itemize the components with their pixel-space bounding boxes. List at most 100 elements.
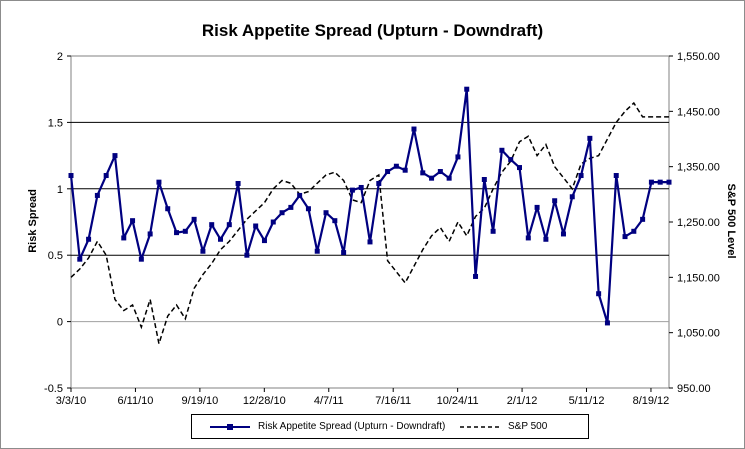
spread-point bbox=[323, 210, 329, 216]
spread-point bbox=[393, 163, 399, 169]
legend: Risk Appetite Spread (Upturn - Downdraft… bbox=[191, 414, 589, 439]
spread-point bbox=[613, 173, 619, 179]
spread-point bbox=[218, 236, 223, 242]
spread-point bbox=[429, 175, 435, 181]
y-tick-label: 0.5 bbox=[48, 250, 63, 262]
spread-point bbox=[305, 206, 311, 212]
spread-point bbox=[270, 219, 276, 225]
spread-point bbox=[279, 210, 285, 216]
x-tick-label: 7/16/11 bbox=[375, 395, 411, 407]
spread-point bbox=[631, 228, 637, 234]
spread-point bbox=[235, 180, 241, 186]
spread-point bbox=[640, 216, 646, 222]
spread-point bbox=[174, 230, 180, 236]
spread-point bbox=[455, 154, 461, 160]
legend-label-sp500: S&P 500 bbox=[508, 421, 548, 432]
spread-point bbox=[525, 235, 531, 241]
spread-point bbox=[385, 169, 391, 175]
spread-point bbox=[130, 218, 136, 224]
spread-point bbox=[297, 192, 303, 198]
spread-point bbox=[165, 206, 171, 212]
spread-point bbox=[437, 169, 443, 175]
series-sp500-line bbox=[70, 101, 669, 344]
spread-point bbox=[367, 239, 373, 245]
y-tick-label: 0 bbox=[57, 317, 63, 329]
spread-point bbox=[200, 248, 206, 254]
spread-point bbox=[552, 198, 558, 204]
spread-point bbox=[376, 180, 382, 186]
legend-item-spread: Risk Appetite Spread (Upturn - Downdraft… bbox=[210, 421, 445, 432]
x-tick-label: 2/1/12 bbox=[507, 395, 538, 407]
spread-point bbox=[77, 256, 83, 262]
spread-point bbox=[226, 222, 232, 228]
spread-point bbox=[578, 173, 584, 179]
x-tick-label: 5/11/12 bbox=[569, 395, 605, 407]
spread-point bbox=[473, 273, 479, 279]
legend-swatch-spread bbox=[210, 422, 250, 432]
spread-point bbox=[569, 194, 575, 200]
x-tick-label: 3/3/10 bbox=[56, 395, 87, 407]
legend-item-sp500: S&P 500 bbox=[460, 421, 547, 432]
y2-tick-label: 950.00 bbox=[677, 383, 711, 395]
spread-point bbox=[464, 86, 470, 92]
spread-point bbox=[517, 165, 522, 171]
y2-tick-label: 1,450.00 bbox=[677, 106, 720, 118]
y2-tick-label: 1,550.00 bbox=[677, 51, 720, 63]
spread-point bbox=[86, 236, 92, 242]
x-tick-label: 8/19/12 bbox=[633, 395, 670, 407]
spread-point bbox=[138, 256, 144, 262]
spread-point bbox=[156, 179, 162, 185]
series-spread-line bbox=[69, 88, 669, 325]
spread-point bbox=[657, 179, 663, 185]
spread-point bbox=[112, 153, 118, 159]
spread-point bbox=[332, 218, 338, 224]
spread-point bbox=[508, 157, 514, 163]
spread-point bbox=[604, 320, 610, 326]
spread-point bbox=[622, 234, 628, 240]
spread-point bbox=[261, 238, 267, 244]
spread-point bbox=[420, 170, 426, 176]
spread-point bbox=[209, 222, 215, 228]
spread-point bbox=[411, 126, 417, 132]
spread-point bbox=[121, 235, 127, 241]
spread-point bbox=[253, 223, 259, 229]
legend-label-spread: Risk Appetite Spread (Upturn - Downdraft… bbox=[258, 421, 446, 432]
spread-point bbox=[288, 204, 294, 210]
y-tick-label: -0.5 bbox=[44, 383, 63, 395]
y-tick-label: 2 bbox=[57, 51, 63, 63]
spread-point bbox=[68, 173, 74, 179]
spread-point bbox=[587, 135, 593, 141]
spread-point bbox=[446, 175, 452, 181]
spread-point bbox=[147, 231, 153, 237]
spread-point bbox=[182, 228, 188, 234]
spread-point bbox=[358, 184, 364, 190]
spread-point bbox=[648, 179, 654, 185]
legend-swatch-sp500 bbox=[460, 422, 500, 432]
x-tick-label: 10/24/11 bbox=[437, 395, 479, 407]
y2-tick-label: 1,350.00 bbox=[677, 162, 720, 174]
x-tick-label: 6/11/10 bbox=[117, 395, 153, 407]
spread-point bbox=[534, 204, 540, 210]
y-tick-label: 1 bbox=[57, 184, 63, 196]
spread-point bbox=[244, 252, 250, 258]
spread-point bbox=[314, 248, 320, 254]
spread-point bbox=[191, 216, 197, 222]
chart-title: Risk Appetite Spread (Upturn - Downdraft… bbox=[201, 21, 544, 40]
spread-point bbox=[341, 250, 347, 256]
spread-point bbox=[560, 231, 566, 237]
spread-point bbox=[103, 173, 109, 179]
x-tick-label: 9/19/10 bbox=[182, 395, 219, 407]
spread-point bbox=[543, 236, 549, 242]
y2-tick-label: 1,250.00 bbox=[677, 217, 720, 229]
y-tick-label: 1.5 bbox=[48, 117, 63, 129]
spread-point bbox=[596, 291, 602, 297]
spread-point bbox=[94, 192, 100, 198]
spread-point bbox=[481, 177, 487, 183]
x-tick-label: 12/28/10 bbox=[243, 395, 286, 407]
spread-point bbox=[490, 228, 496, 234]
spread-point bbox=[349, 187, 355, 193]
y2-tick-label: 1,150.00 bbox=[677, 272, 720, 284]
spread-point bbox=[402, 167, 408, 173]
